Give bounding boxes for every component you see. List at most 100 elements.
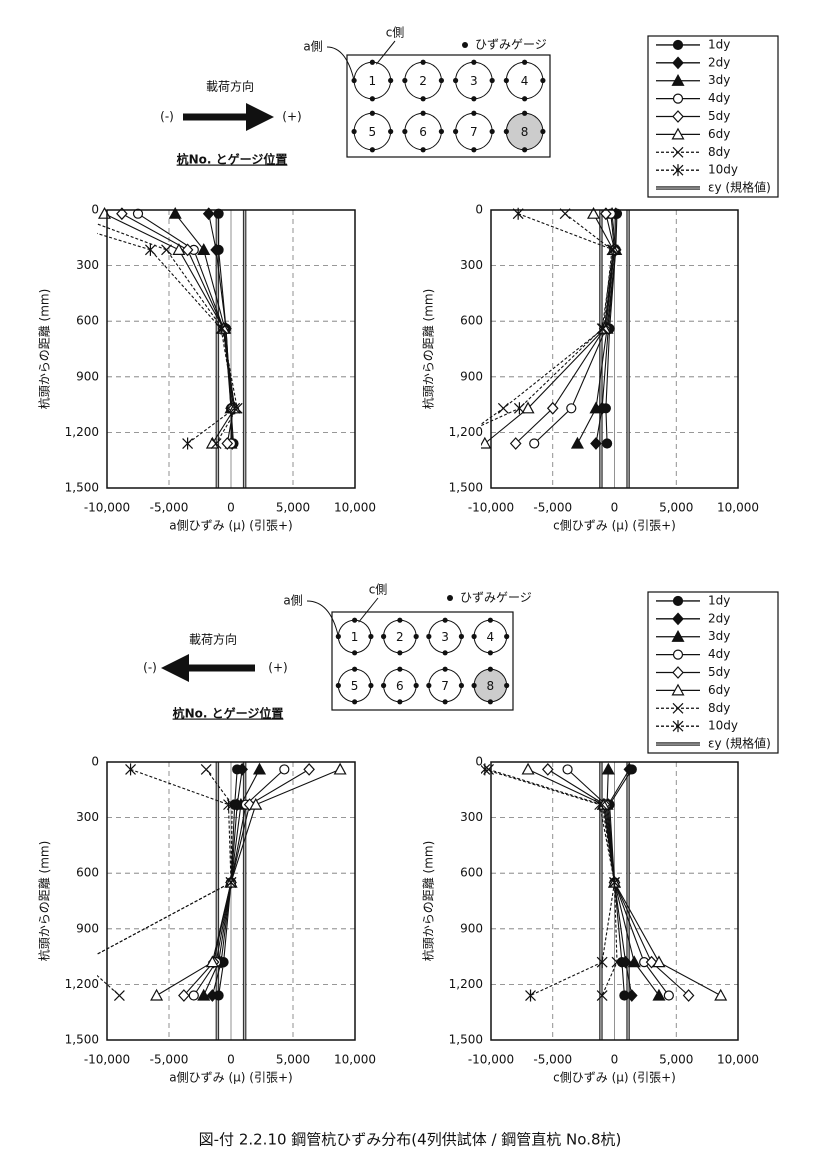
gauge-dot <box>489 77 495 84</box>
gauge-dot <box>489 128 495 135</box>
gauge-legend-dot <box>462 42 468 48</box>
marker <box>210 243 222 257</box>
gauge-label: ひずみゲージ <box>460 591 532 605</box>
x-tick-label: 5,000 <box>276 1053 310 1067</box>
marker <box>607 243 619 256</box>
series-line <box>484 768 616 996</box>
marker <box>202 207 215 221</box>
pile-number: 3 <box>441 630 449 644</box>
y-tick-label: 1,500 <box>65 481 99 495</box>
marker <box>600 207 612 221</box>
gauge-dot <box>420 147 426 153</box>
x-tick-label: -10,000 <box>468 1053 514 1067</box>
legend-label: 4dy <box>708 647 730 661</box>
a-side-label: a側 <box>303 40 322 54</box>
marker <box>144 243 156 256</box>
marker <box>521 762 535 775</box>
marker <box>590 437 602 450</box>
load-label: 載荷方向 <box>189 632 237 647</box>
y-tick-label: 900 <box>460 369 483 383</box>
marker <box>182 437 194 450</box>
gauge-dot <box>352 666 358 672</box>
gauge-dot <box>487 699 493 705</box>
marker <box>623 763 636 776</box>
a-side-label: a側 <box>283 594 302 608</box>
gauge-dot <box>397 699 403 705</box>
x-tick-label: -5,000 <box>150 1053 189 1067</box>
series-line <box>97 232 236 444</box>
gauge-dot <box>442 650 448 656</box>
gauge-dot <box>471 147 477 153</box>
gauge-label: ひずみゲージ <box>475 38 547 52</box>
marker <box>223 798 234 811</box>
y-tick-label: 600 <box>76 866 99 880</box>
marker <box>672 720 684 733</box>
plot-frame <box>106 209 356 489</box>
gauge-dot <box>458 633 465 640</box>
marker <box>672 666 684 679</box>
series-group <box>97 206 243 450</box>
y-tick-label: 0 <box>475 755 483 769</box>
gauge-dot <box>335 682 341 689</box>
legend-label: 3dy <box>708 73 730 87</box>
x-tick-label: -10,000 <box>468 501 514 515</box>
gauge-dot <box>458 682 465 689</box>
y-tick-label: 0 <box>91 755 99 769</box>
pile-number: 7 <box>441 679 449 693</box>
legend-label: 8dy <box>708 145 730 159</box>
gauge-dot <box>522 147 528 153</box>
plus-label: (+) <box>282 110 301 124</box>
plus-label: (+) <box>268 661 287 675</box>
gauge-dot <box>402 128 408 135</box>
diagram-caption: 杭No. とゲージ位置 <box>173 706 284 721</box>
legend-label: 1dy <box>708 37 730 51</box>
pile-number: 1 <box>369 74 377 88</box>
c-side-leader <box>358 597 379 623</box>
marker <box>77 957 87 967</box>
marker <box>594 798 606 811</box>
marker <box>596 990 608 1001</box>
marker <box>188 990 199 1001</box>
marker <box>601 438 613 449</box>
marker <box>627 955 641 968</box>
marker <box>150 988 164 1001</box>
marker <box>672 612 684 626</box>
pile-number: 5 <box>351 679 359 693</box>
marker <box>513 402 525 415</box>
gauge-dot <box>442 699 448 705</box>
x-tick-label: 5,000 <box>276 501 310 515</box>
y-tick-label: 1,500 <box>449 481 483 495</box>
pile-number: 1 <box>351 630 359 644</box>
marker <box>682 989 695 1002</box>
y-tick-label: 1,200 <box>65 977 99 991</box>
pile-number: 6 <box>419 125 427 139</box>
pile-number: 4 <box>487 630 495 644</box>
legend-label: 5dy <box>708 665 730 679</box>
marker <box>541 763 554 776</box>
marker <box>216 323 228 335</box>
marker <box>200 763 212 775</box>
gauge-dot <box>471 96 477 102</box>
gauge-dot <box>413 633 419 640</box>
y-tick-label: 0 <box>91 203 99 217</box>
pile-number: 5 <box>369 125 377 139</box>
marker <box>236 763 248 776</box>
marker <box>333 762 347 775</box>
gauge-dot <box>397 617 403 623</box>
series-group <box>481 762 728 1002</box>
legend-label: 1dy <box>708 593 730 607</box>
gauge-dot <box>426 682 432 689</box>
y-axis-label: 杭頭からの距離 (mm) <box>37 289 52 410</box>
gauge-dot <box>397 666 403 672</box>
gauge-dot <box>504 633 510 640</box>
figure-caption: 図-付 2.2.10 鋼管杭ひずみ分布(4列供試体 / 鋼管直杭 No.8杭) <box>199 1131 622 1149</box>
y-tick-label: 1,200 <box>65 425 99 439</box>
marker <box>178 989 190 1002</box>
gauge-dot <box>369 110 375 116</box>
gauge-dot <box>368 633 374 640</box>
x-tick-label: -10,000 <box>84 1053 130 1067</box>
x-tick-label: 0 <box>611 1053 619 1067</box>
marker <box>77 990 87 1002</box>
marker <box>221 437 234 450</box>
gauge-dot <box>522 96 528 102</box>
